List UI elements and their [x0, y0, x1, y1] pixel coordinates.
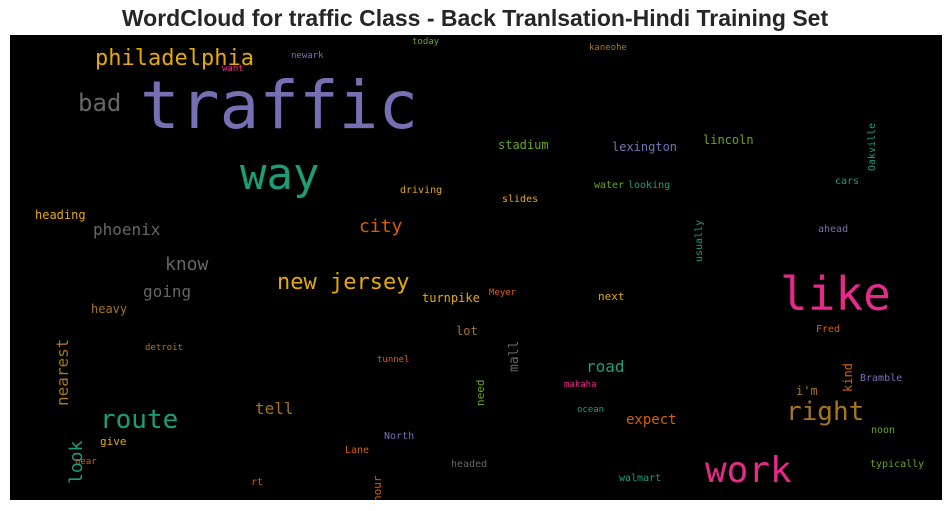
word-cars: cars — [835, 176, 860, 187]
word-city: city — [359, 216, 403, 237]
word-driving: driving — [400, 185, 443, 196]
word-slides: slides — [502, 194, 539, 205]
word-stadium: stadium — [498, 138, 549, 152]
word-rt: rt — [251, 477, 264, 488]
word-headed: headed — [451, 459, 488, 470]
word-tunnel: tunnel — [377, 355, 410, 365]
word-tell: tell — [255, 399, 294, 418]
word-makaha: makaha — [564, 380, 597, 390]
word-lane: Lane — [345, 445, 370, 456]
word-expect: expect — [626, 412, 677, 428]
word-kaneohe: kaneohe — [589, 43, 627, 53]
word-philadelphia: philadelphia — [95, 46, 254, 71]
word-like: like — [780, 267, 891, 321]
word-need: need — [474, 379, 487, 407]
word-hour: hour — [371, 475, 384, 501]
word-lot: lot — [456, 324, 478, 338]
word-kind: kind — [841, 363, 855, 392]
word-newark: newark — [291, 51, 324, 61]
word-mall: mall — [507, 340, 522, 372]
word-route: route — [100, 405, 179, 435]
word-heavy: heavy — [91, 302, 128, 316]
word-detroit: detroit — [145, 343, 183, 353]
word-going: going — [143, 282, 192, 301]
word-work: work — [705, 450, 792, 491]
word-ahead: ahead — [818, 224, 849, 235]
word-i-m: i'm — [796, 384, 818, 398]
word-noon: noon — [871, 425, 896, 436]
word-traffic: traffic — [140, 67, 419, 144]
chart-title: WordCloud for traffic Class - Back Tranl… — [121, 5, 829, 31]
word-phoenix: phoenix — [93, 220, 161, 239]
word-road: road — [586, 357, 625, 376]
word-near: near — [75, 457, 97, 467]
word-walmart: walmart — [619, 473, 662, 484]
word-nearest: nearest — [53, 338, 72, 406]
word-fred: Fred — [816, 324, 841, 335]
word-usually: usually — [694, 219, 705, 262]
word-typically: typically — [870, 459, 925, 470]
word-north: North — [384, 431, 415, 442]
word-lincoln: lincoln — [703, 133, 754, 147]
word-way: way — [240, 149, 320, 200]
word-know: know — [165, 254, 209, 275]
word-lexington: lexington — [612, 140, 678, 154]
word-today: today — [412, 37, 440, 47]
word-heading: heading — [35, 208, 86, 222]
word-new-jersey: new jersey — [277, 270, 410, 295]
word-turnpike: turnpike — [422, 291, 480, 305]
word-bad: bad — [78, 89, 122, 117]
word-right: right — [786, 397, 865, 427]
word-bramble: Bramble — [860, 373, 903, 384]
word-want: want — [222, 64, 244, 74]
wordcloud-canvas: traffic way like work philadelphia bad route ri… — [10, 35, 942, 500]
word-water: water — [594, 180, 625, 191]
word-ocean: ocean — [577, 405, 605, 415]
word-give: give — [100, 435, 127, 448]
word-next: next — [598, 290, 625, 303]
word-oakville: Oakville — [867, 122, 878, 171]
word-meyer: Meyer — [489, 288, 517, 298]
word-looking: looking — [628, 180, 671, 191]
